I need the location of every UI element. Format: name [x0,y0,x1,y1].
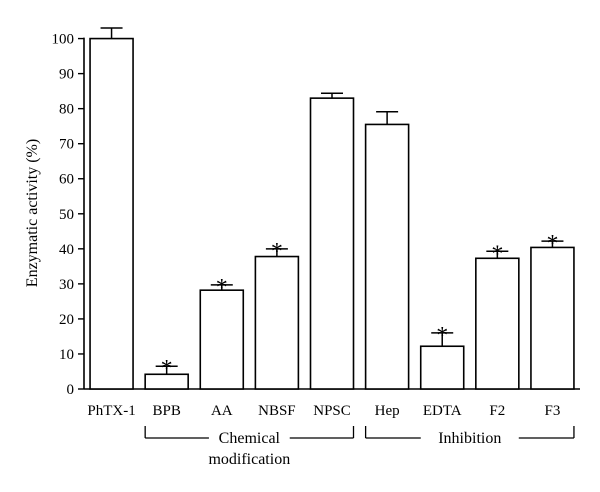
group-label: Inhibition [438,430,501,447]
y-tick-label: 90 [59,67,74,83]
group-label: Chemical [219,430,281,447]
y-tick-label: 80 [59,102,74,118]
x-tick-label: BPB [152,403,180,419]
x-tick-label: EDTA [423,403,462,419]
bar [419,345,465,390]
significance-star: * [546,231,558,257]
x-axis-labels: PhTX-1 BPB AA NBSF NPSC Hep EDTA F2 F3 [87,403,560,419]
y-tick-label: 70 [59,137,74,153]
y-tick-label: 0 [67,382,75,398]
bar [530,246,575,390]
significance-star: * [436,323,448,349]
bar [254,255,300,390]
x-tick-label: PhTX-1 [87,403,135,419]
bar [199,289,245,390]
significance-star: * [491,241,503,267]
group-brackets: Chemical modification Inhibition [144,426,575,468]
bar [475,257,520,390]
x-tick-label: NBSF [258,403,296,419]
y-tick-label: 100 [52,32,75,48]
y-tick-label: 20 [59,312,74,328]
y-tick-label: 30 [59,277,74,293]
y-axis-label: Enzymatic activity (%) [24,139,41,287]
y-tick-label: 50 [59,207,74,223]
x-tick-label: NPSC [313,403,351,419]
chart-bars: * * * * * * [89,27,575,390]
x-tick-label: Hep [375,403,400,419]
x-tick-label: F2 [489,403,505,419]
significance-star: * [271,239,283,265]
x-tick-label: F3 [545,403,561,419]
y-tick-label: 60 [59,172,74,188]
significance-star: * [161,356,173,382]
bar [89,37,134,390]
y-tick-label: 10 [59,347,74,363]
group-label: modification [208,451,290,468]
bar [364,123,410,390]
bar [309,97,355,390]
x-tick-label: AA [211,403,233,419]
significance-star: * [216,275,228,301]
y-tick-label: 40 [59,242,74,258]
